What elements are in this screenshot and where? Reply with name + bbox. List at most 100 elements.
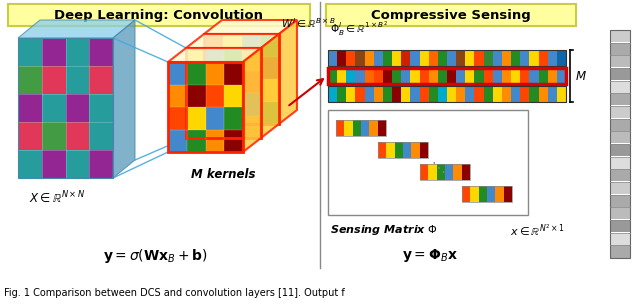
Bar: [484, 50, 493, 66]
Bar: [465, 86, 474, 102]
Bar: [18, 150, 42, 178]
Bar: [493, 68, 502, 84]
Polygon shape: [113, 20, 135, 178]
Bar: [326, 4, 576, 26]
Text: Deep Learning: Convolution: Deep Learning: Convolution: [54, 9, 264, 21]
Bar: [89, 122, 113, 150]
Bar: [610, 169, 630, 181]
Bar: [420, 68, 429, 84]
Bar: [187, 84, 205, 107]
Bar: [378, 142, 387, 158]
Bar: [610, 207, 630, 220]
Bar: [429, 86, 438, 102]
Polygon shape: [261, 34, 279, 138]
Bar: [484, 86, 493, 102]
Bar: [361, 120, 369, 136]
Bar: [410, 86, 420, 102]
Bar: [353, 120, 361, 136]
Bar: [538, 68, 548, 84]
Bar: [557, 86, 566, 102]
Bar: [223, 102, 241, 124]
Bar: [420, 164, 428, 180]
Bar: [42, 150, 65, 178]
Bar: [355, 50, 365, 66]
Bar: [168, 62, 187, 84]
Bar: [420, 86, 429, 102]
Bar: [610, 220, 630, 232]
Polygon shape: [168, 48, 261, 62]
Bar: [223, 93, 243, 116]
Text: $W^{l} \in \mathbb{R}^{B \times B}$: $W^{l} \in \mathbb{R}^{B \times B}$: [281, 16, 335, 30]
Bar: [465, 68, 474, 84]
Bar: [447, 86, 456, 102]
Text: Sensing Matrix $\Phi$: Sensing Matrix $\Phi$: [330, 223, 438, 237]
Bar: [401, 50, 410, 66]
Bar: [493, 50, 502, 66]
Text: $X \in \mathbb{R}^{N \times N}$: $X \in \mathbb{R}^{N \times N}$: [29, 190, 86, 206]
Bar: [65, 150, 89, 178]
Bar: [241, 56, 260, 79]
Bar: [204, 56, 223, 79]
Bar: [438, 68, 447, 84]
Bar: [328, 68, 337, 84]
Bar: [610, 93, 630, 106]
Bar: [610, 233, 630, 245]
Bar: [610, 119, 630, 131]
Bar: [403, 142, 412, 158]
Bar: [243, 93, 261, 116]
Text: $\mathbf{y} = \sigma(\mathbf{W}\mathbf{x}_{B} + \mathbf{b})$: $\mathbf{y} = \sigma(\mathbf{W}\mathbf{x…: [102, 247, 207, 265]
Bar: [260, 79, 279, 102]
Bar: [337, 68, 346, 84]
Bar: [204, 34, 279, 124]
Bar: [355, 86, 365, 102]
Text: $\mathbf{y} = \mathbf{\Phi}_{B}\mathbf{x}$: $\mathbf{y} = \mathbf{\Phi}_{B}\mathbf{x…: [402, 247, 458, 264]
Bar: [410, 50, 420, 66]
Bar: [18, 38, 113, 178]
Bar: [205, 130, 224, 152]
Bar: [224, 84, 243, 107]
Bar: [65, 66, 89, 94]
Bar: [474, 68, 484, 84]
Bar: [241, 79, 260, 102]
Bar: [365, 68, 374, 84]
Bar: [610, 43, 630, 55]
Bar: [186, 116, 205, 138]
Bar: [205, 107, 224, 130]
Bar: [328, 68, 566, 84]
Bar: [243, 70, 261, 93]
Bar: [328, 86, 337, 102]
Text: $M$: $M$: [575, 70, 587, 82]
Bar: [223, 48, 243, 70]
Bar: [387, 142, 395, 158]
Bar: [224, 107, 243, 130]
Bar: [187, 130, 205, 152]
Bar: [383, 68, 392, 84]
Bar: [447, 50, 456, 66]
Bar: [42, 38, 65, 66]
Text: $x \in \mathbb{R}^{N^{2} \times 1}$: $x \in \mathbb{R}^{N^{2} \times 1}$: [510, 223, 565, 238]
Bar: [447, 68, 456, 84]
Bar: [474, 86, 484, 102]
Bar: [42, 66, 65, 94]
Bar: [502, 50, 511, 66]
Bar: [223, 70, 243, 93]
Bar: [18, 38, 42, 66]
Bar: [538, 86, 548, 102]
Bar: [538, 50, 548, 66]
Bar: [502, 68, 511, 84]
Bar: [89, 38, 113, 66]
Bar: [168, 84, 187, 107]
Bar: [520, 86, 529, 102]
Bar: [260, 56, 279, 79]
Bar: [529, 68, 538, 84]
Bar: [436, 164, 445, 180]
Bar: [401, 68, 410, 84]
Bar: [557, 68, 566, 84]
Bar: [392, 86, 401, 102]
Bar: [241, 34, 260, 56]
Bar: [241, 102, 260, 124]
Text: Compressive Sensing: Compressive Sensing: [371, 9, 531, 21]
Polygon shape: [186, 34, 279, 48]
Bar: [610, 106, 630, 118]
Bar: [204, 79, 223, 102]
